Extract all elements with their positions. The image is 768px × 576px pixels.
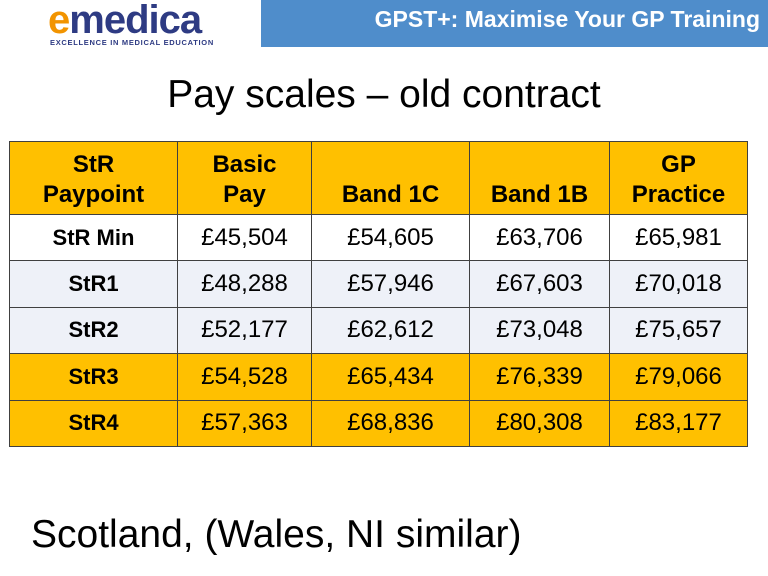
header-text: GP Practice bbox=[631, 151, 726, 208]
cell-gp-practice: £65,981 bbox=[609, 213, 748, 262]
cell-band-1b: £73,048 bbox=[469, 306, 610, 355]
pay-scale-table: StR Paypoint Basic Pay Band 1C Band 1B GP P… bbox=[9, 141, 748, 448]
cell-band-1c: £68,836 bbox=[311, 399, 470, 448]
cell-band-1c: £62,612 bbox=[311, 306, 470, 355]
header-cell-gp-practice: GP Practice bbox=[609, 141, 748, 215]
banner-text: GPST+: Maximise Your GP Training bbox=[374, 6, 760, 32]
header-cell-basic-pay: Basic Pay bbox=[177, 141, 312, 215]
footer-note: Scotland, (Wales, NI similar) bbox=[31, 513, 522, 556]
cell-gp-practice: £75,657 bbox=[609, 306, 748, 355]
table-row: StR3 £54,528 £65,434 £76,339 £79,066 bbox=[9, 353, 748, 401]
logo-medica: medica bbox=[69, 0, 202, 42]
header-text: Band 1B bbox=[490, 181, 589, 208]
cell-basic-pay: £48,288 bbox=[177, 260, 312, 308]
row-label: StR3 bbox=[9, 353, 178, 401]
cell-basic-pay: £57,363 bbox=[177, 399, 312, 448]
table-row: StR Min £45,504 £54,605 £63,706 £65,981 bbox=[9, 213, 748, 262]
cell-gp-practice: £79,066 bbox=[609, 353, 748, 401]
cell-band-1b: £63,706 bbox=[469, 213, 610, 262]
cell-band-1c: £54,605 bbox=[311, 213, 470, 262]
header-cell-paypoint: StR Paypoint bbox=[9, 141, 178, 215]
row-label: StR1 bbox=[9, 260, 178, 308]
table-row: StR2 £52,177 £62,612 £73,048 £75,657 bbox=[9, 306, 748, 355]
cell-gp-practice: £83,177 bbox=[609, 399, 748, 448]
table-row: StR1 £48,288 £57,946 £67,603 £70,018 bbox=[9, 260, 748, 308]
cell-basic-pay: £45,504 bbox=[177, 213, 312, 262]
header-banner: GPST+: Maximise Your GP Training bbox=[261, 0, 768, 47]
slide-title: Pay scales – old contract bbox=[167, 73, 601, 116]
slide-header: emedica EXCELLENCE IN MEDICAL EDUCATION … bbox=[0, 0, 768, 50]
cell-gp-practice: £70,018 bbox=[609, 260, 748, 308]
logo-wordmark: emedica bbox=[48, 0, 202, 44]
cell-basic-pay: £54,528 bbox=[177, 353, 312, 401]
header-text: StR Paypoint bbox=[42, 151, 145, 208]
logo-tagline: EXCELLENCE IN MEDICAL EDUCATION bbox=[50, 38, 214, 47]
header-cell-band-1c: Band 1C bbox=[311, 141, 470, 215]
cell-band-1c: £65,434 bbox=[311, 353, 470, 401]
header-text: Basic Pay bbox=[212, 151, 277, 208]
header-text: Band 1C bbox=[341, 181, 440, 208]
cell-band-1c: £57,946 bbox=[311, 260, 470, 308]
row-label: StR4 bbox=[9, 399, 178, 448]
row-label: StR2 bbox=[9, 306, 178, 355]
cell-band-1b: £67,603 bbox=[469, 260, 610, 308]
header-cell-band-1b: Band 1B bbox=[469, 141, 610, 215]
emedica-logo: emedica EXCELLENCE IN MEDICAL EDUCATION bbox=[48, 0, 248, 48]
cell-basic-pay: £52,177 bbox=[177, 306, 312, 355]
table-header-row: StR Paypoint Basic Pay Band 1C Band 1B GP P… bbox=[9, 141, 748, 215]
cell-band-1b: £76,339 bbox=[469, 353, 610, 401]
row-label: StR Min bbox=[9, 213, 178, 262]
table-row: StR4 £57,363 £68,836 £80,308 £83,177 bbox=[9, 399, 748, 448]
logo-e: e bbox=[48, 0, 70, 42]
cell-band-1b: £80,308 bbox=[469, 399, 610, 448]
